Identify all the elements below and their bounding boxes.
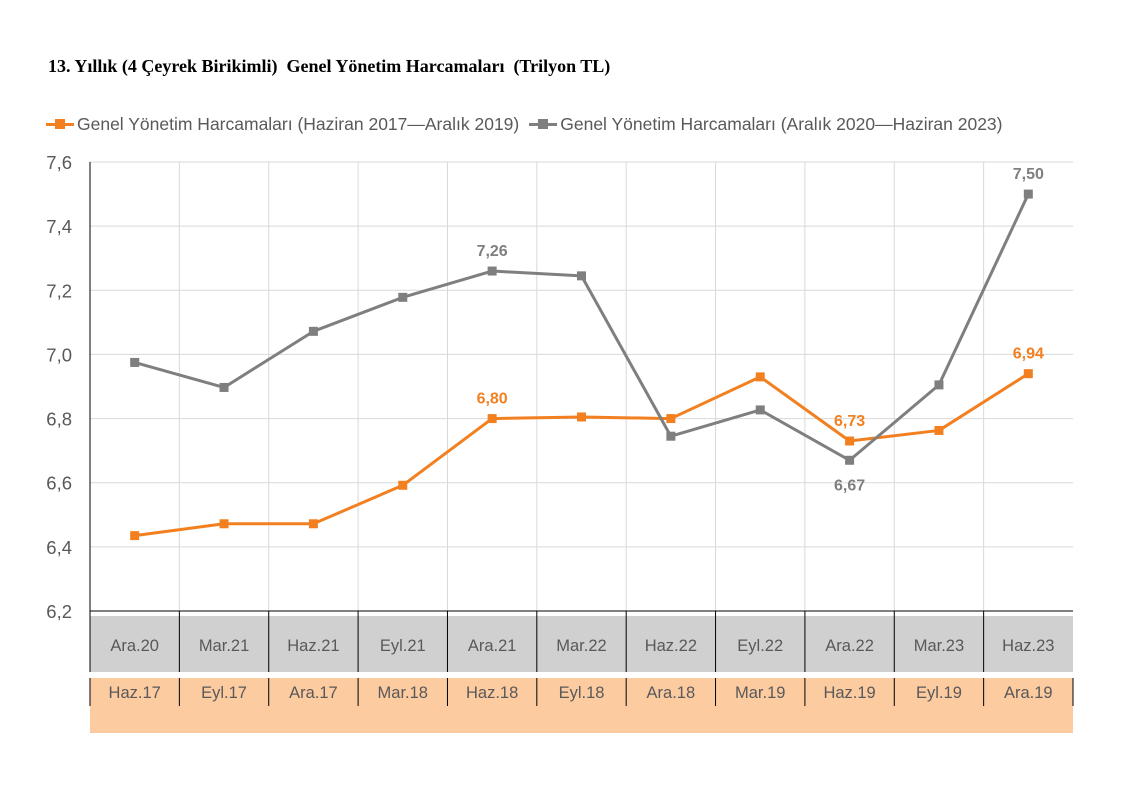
x-tick-label-top: Ara.21 xyxy=(468,637,517,655)
x-tick-label-top: Haz.23 xyxy=(1002,637,1054,655)
category-band-bottom xyxy=(90,678,1073,733)
x-tick-label-top: Mar.21 xyxy=(199,637,249,655)
data-point-1 xyxy=(755,405,765,415)
x-tick-label-bottom: Haz.17 xyxy=(109,684,161,702)
x-tick-label-bottom: Eyl.19 xyxy=(916,684,962,702)
data-label-0: 6,73 xyxy=(834,413,865,430)
x-tick-label-bottom: Ara.17 xyxy=(289,684,338,702)
y-tick-label: 6,6 xyxy=(46,473,72,494)
x-tick-label-bottom: Eyl.18 xyxy=(559,684,605,702)
x-tick-label-top: Ara.20 xyxy=(110,637,159,655)
data-point-0 xyxy=(577,412,586,422)
data-point-0 xyxy=(219,519,229,529)
x-tick-label-bottom: Ara.19 xyxy=(1004,684,1053,702)
y-tick-label: 6,2 xyxy=(46,601,72,622)
data-point-0 xyxy=(1023,369,1033,379)
y-tick-label: 7,4 xyxy=(46,216,72,237)
y-tick-label: 7,2 xyxy=(46,280,72,301)
legend-swatch-gray xyxy=(529,118,558,130)
data-point-1 xyxy=(130,357,140,367)
data-point-0 xyxy=(845,436,855,446)
data-point-1 xyxy=(487,266,497,276)
x-tick-label-top: Eyl.22 xyxy=(737,637,783,655)
data-point-1 xyxy=(308,326,318,336)
data-point-1 xyxy=(1023,189,1033,199)
x-tick-label-bottom: Mar.18 xyxy=(378,684,428,702)
data-point-0 xyxy=(934,425,944,435)
data-point-1 xyxy=(577,271,586,281)
x-tick-label-bottom: Mar.19 xyxy=(735,684,785,702)
x-tick-label-top: Haz.21 xyxy=(287,637,339,655)
x-tick-label-top: Mar.23 xyxy=(914,637,964,655)
legend-item-gray: Genel Yönetim Harcamaları (Aralık 2020—H… xyxy=(529,113,1003,135)
x-tick-label-top: Mar.22 xyxy=(556,637,606,655)
data-point-1 xyxy=(845,455,855,465)
y-tick-label: 7,0 xyxy=(46,344,72,365)
x-tick-label-bottom: Haz.19 xyxy=(823,684,875,702)
x-tick-label-top: Haz.22 xyxy=(645,637,697,655)
y-tick-label: 6,4 xyxy=(46,537,72,558)
data-point-0 xyxy=(130,531,140,541)
x-tick-label-top: Ara.22 xyxy=(825,637,874,655)
legend-item-orange: Genel Yönetim Harcamaları (Haziran 2017—… xyxy=(46,114,519,135)
y-tick-label: 6,8 xyxy=(46,409,72,430)
data-point-0 xyxy=(487,414,497,424)
data-label-0: 6,80 xyxy=(477,391,508,408)
data-point-0 xyxy=(755,372,765,382)
data-label-1: 7,50 xyxy=(1013,166,1044,183)
y-tick-label: 7,6 xyxy=(46,152,72,173)
x-tick-label-bottom: Eyl.17 xyxy=(201,684,247,702)
data-point-1 xyxy=(398,292,408,302)
data-label-1: 6,67 xyxy=(834,477,865,494)
data-point-0 xyxy=(398,480,408,490)
data-point-1 xyxy=(666,431,676,441)
data-label-1: 7,26 xyxy=(477,243,508,260)
x-tick-label-bottom: Haz.18 xyxy=(466,684,518,702)
data-label-0: 6,94 xyxy=(1013,346,1044,363)
data-point-0 xyxy=(666,414,676,424)
data-point-1 xyxy=(934,380,944,390)
x-tick-label-top: Eyl.21 xyxy=(380,637,426,655)
data-point-1 xyxy=(219,382,229,392)
legend-label-orange: Genel Yönetim Harcamaları (Haziran 2017—… xyxy=(77,113,520,134)
legend-label-gray: Genel Yönetim Harcamaları (Aralık 2020—H… xyxy=(560,113,1003,134)
x-tick-label-bottom: Ara.18 xyxy=(647,684,696,702)
category-band-top xyxy=(90,616,1073,672)
chart-legend: Genel Yönetim Harcamaları (Haziran 2017—… xyxy=(46,113,1013,135)
legend-swatch-orange xyxy=(46,118,74,130)
chart-title: 13. Yıllık (4 Çeyrek Birikimli) Genel Yö… xyxy=(48,56,611,76)
data-point-0 xyxy=(308,519,318,529)
